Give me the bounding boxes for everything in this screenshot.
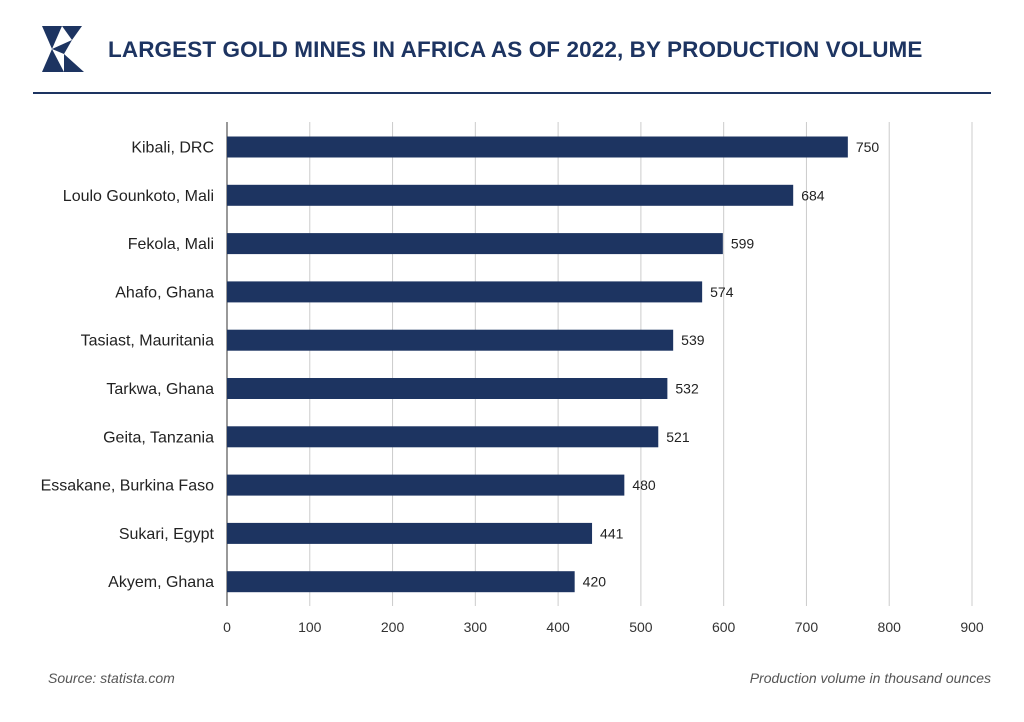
x-tick-label-600: 600 [712,619,736,635]
bar-5 [227,378,668,399]
category-label-7: Essakane, Burkina Faso [41,478,215,495]
category-label-4: Tasiast, Mauritania [81,333,214,350]
source-note: Source: statista.com [48,670,175,686]
header-divider [33,92,991,94]
data-label-7: 480 [632,477,656,493]
category-label-0: Kibali, DRC [131,140,214,157]
bar-2 [227,233,723,255]
data-label-5: 532 [675,381,699,397]
chart-header: LARGEST GOLD MINES IN AFRICA AS OF 2022,… [38,24,998,76]
bar-6 [227,426,659,448]
category-label-6: Geita, Tanzania [103,429,214,446]
x-tick-label-500: 500 [629,619,653,635]
data-label-4: 539 [681,332,705,348]
bar-1 [227,184,794,206]
x-tick-label-400: 400 [546,619,570,635]
unit-note: Production volume in thousand ounces [749,670,991,686]
bar-8 [227,522,593,544]
data-label-1: 684 [801,187,825,203]
bar-0 [227,136,848,158]
data-label-2: 599 [731,236,755,252]
category-label-9: Akyem, Ghana [108,574,214,591]
data-label-8: 441 [600,525,624,541]
x-tick-label-700: 700 [795,619,819,635]
category-label-5: Tarkwa, Ghana [106,381,214,398]
category-label-1: Loulo Gounkoto, Mali [63,188,214,205]
data-label-0: 750 [856,139,880,155]
x-tick-label-300: 300 [464,619,488,635]
x-tick-label-200: 200 [381,619,405,635]
logo-icon [42,26,84,72]
chart-title: LARGEST GOLD MINES IN AFRICA AS OF 2022,… [108,37,923,62]
bar-7 [227,474,625,496]
x-tick-label-100: 100 [298,619,322,635]
x-tick-label-0: 0 [223,619,231,635]
bar-9 [227,571,575,593]
bar-3 [227,281,703,303]
data-label-9: 420 [583,574,607,590]
data-label-6: 521 [666,429,690,445]
category-label-2: Fekola, Mali [128,236,214,253]
category-label-8: Sukari, Egypt [119,526,215,543]
bar-4 [227,329,674,351]
x-tick-label-900: 900 [960,619,984,635]
category-label-3: Ahafo, Ghana [115,284,214,301]
x-tick-label-800: 800 [878,619,902,635]
data-label-3: 574 [710,284,734,300]
